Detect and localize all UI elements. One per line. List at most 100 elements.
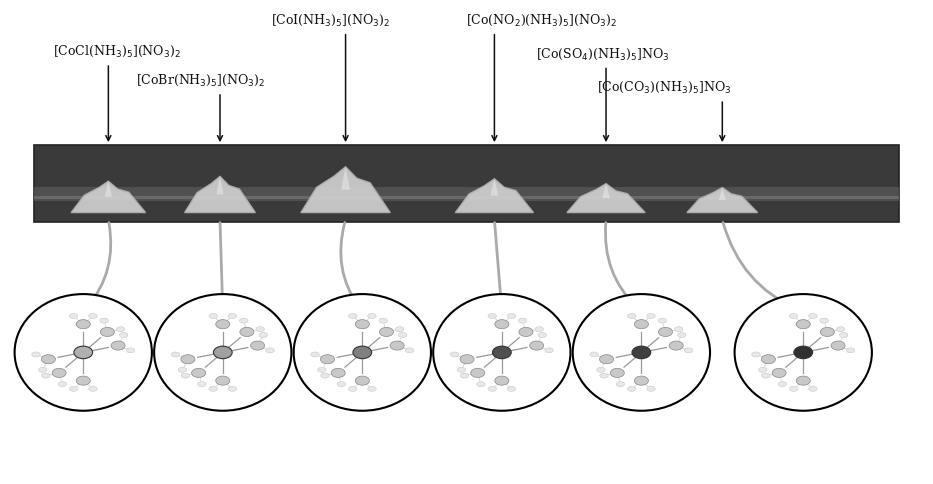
Ellipse shape (355, 376, 369, 385)
Ellipse shape (778, 382, 787, 387)
Polygon shape (301, 167, 390, 213)
Text: [CoBr(NH$_3$)$_5$](NO$_3$)$_2$: [CoBr(NH$_3$)$_5$](NO$_3$)$_2$ (136, 73, 266, 88)
Ellipse shape (15, 294, 152, 411)
Ellipse shape (348, 314, 357, 319)
Ellipse shape (214, 347, 232, 359)
Ellipse shape (460, 373, 468, 378)
Ellipse shape (396, 327, 404, 332)
Polygon shape (341, 167, 350, 190)
Ellipse shape (294, 294, 431, 411)
Ellipse shape (259, 333, 268, 338)
Ellipse shape (494, 376, 508, 385)
Ellipse shape (117, 327, 125, 332)
Polygon shape (71, 182, 146, 213)
Ellipse shape (538, 333, 547, 338)
Ellipse shape (111, 341, 125, 350)
Ellipse shape (820, 328, 834, 337)
Text: [Co(CO$_3$)(NH$_3$)$_5$]NO$_3$: [Co(CO$_3$)(NH$_3$)$_5$]NO$_3$ (597, 80, 731, 95)
Polygon shape (687, 188, 758, 213)
Polygon shape (567, 184, 645, 213)
Ellipse shape (368, 314, 376, 319)
Ellipse shape (752, 352, 760, 357)
Ellipse shape (126, 348, 134, 353)
Ellipse shape (119, 333, 128, 338)
Ellipse shape (209, 314, 217, 319)
Ellipse shape (610, 369, 624, 378)
Ellipse shape (820, 318, 829, 323)
Ellipse shape (198, 382, 206, 387)
Polygon shape (491, 180, 498, 197)
Ellipse shape (41, 355, 55, 364)
Ellipse shape (846, 348, 855, 353)
Ellipse shape (658, 318, 666, 323)
Ellipse shape (321, 373, 329, 378)
Ellipse shape (634, 320, 648, 329)
Text: [CoCl(NH$_3$)$_5$](NO$_3$)$_2$: [CoCl(NH$_3$)$_5$](NO$_3$)$_2$ (52, 44, 180, 59)
Text: [Co(NO$_2$)(NH$_3$)$_5$](NO$_3$)$_2$: [Co(NO$_2$)(NH$_3$)$_5$](NO$_3$)$_2$ (466, 13, 618, 28)
Ellipse shape (675, 327, 683, 332)
Polygon shape (104, 182, 112, 197)
Ellipse shape (573, 294, 710, 411)
Ellipse shape (789, 387, 798, 392)
Ellipse shape (317, 367, 327, 373)
Ellipse shape (477, 382, 485, 387)
Ellipse shape (457, 367, 466, 373)
Ellipse shape (488, 314, 496, 319)
Ellipse shape (32, 352, 40, 357)
Ellipse shape (759, 367, 767, 373)
Ellipse shape (794, 347, 813, 359)
Ellipse shape (380, 328, 394, 337)
Ellipse shape (181, 355, 195, 364)
Ellipse shape (216, 320, 230, 329)
Ellipse shape (647, 314, 655, 319)
Ellipse shape (52, 369, 66, 378)
Ellipse shape (836, 327, 844, 332)
Ellipse shape (831, 341, 845, 350)
Ellipse shape (251, 341, 265, 350)
Ellipse shape (530, 341, 544, 350)
Ellipse shape (488, 387, 496, 392)
Ellipse shape (634, 376, 648, 385)
Ellipse shape (789, 314, 798, 319)
Ellipse shape (89, 387, 97, 392)
Ellipse shape (368, 387, 376, 392)
Ellipse shape (519, 318, 527, 323)
Bar (34, 187, 899, 201)
Ellipse shape (266, 348, 274, 353)
Polygon shape (216, 177, 224, 195)
Ellipse shape (229, 314, 237, 319)
Ellipse shape (379, 318, 387, 323)
Ellipse shape (256, 327, 264, 332)
Ellipse shape (100, 318, 108, 323)
Ellipse shape (398, 333, 407, 338)
Ellipse shape (77, 320, 91, 329)
Ellipse shape (535, 327, 543, 332)
Ellipse shape (355, 320, 369, 329)
Ellipse shape (331, 369, 345, 378)
Ellipse shape (191, 369, 205, 378)
Ellipse shape (471, 369, 485, 378)
Ellipse shape (761, 355, 775, 364)
Ellipse shape (209, 387, 217, 392)
Ellipse shape (494, 320, 508, 329)
Ellipse shape (181, 373, 189, 378)
Ellipse shape (172, 352, 180, 357)
Ellipse shape (216, 376, 230, 385)
Polygon shape (602, 184, 610, 199)
Text: [Co(SO$_4$)(NH$_3$)$_5$]NO$_3$: [Co(SO$_4$)(NH$_3$)$_5$]NO$_3$ (536, 46, 670, 61)
Ellipse shape (353, 347, 371, 359)
Ellipse shape (734, 294, 872, 411)
Ellipse shape (677, 333, 686, 338)
Ellipse shape (229, 387, 237, 392)
Ellipse shape (840, 333, 848, 338)
Ellipse shape (42, 373, 50, 378)
Ellipse shape (320, 355, 335, 364)
Ellipse shape (433, 294, 570, 411)
Ellipse shape (405, 348, 414, 353)
Ellipse shape (628, 387, 636, 392)
Ellipse shape (77, 376, 91, 385)
Ellipse shape (617, 382, 625, 387)
Ellipse shape (337, 382, 345, 387)
Ellipse shape (74, 347, 92, 359)
Text: [CoI(NH$_3$)$_5$](NO$_3$)$_2$: [CoI(NH$_3$)$_5$](NO$_3$)$_2$ (272, 13, 390, 28)
